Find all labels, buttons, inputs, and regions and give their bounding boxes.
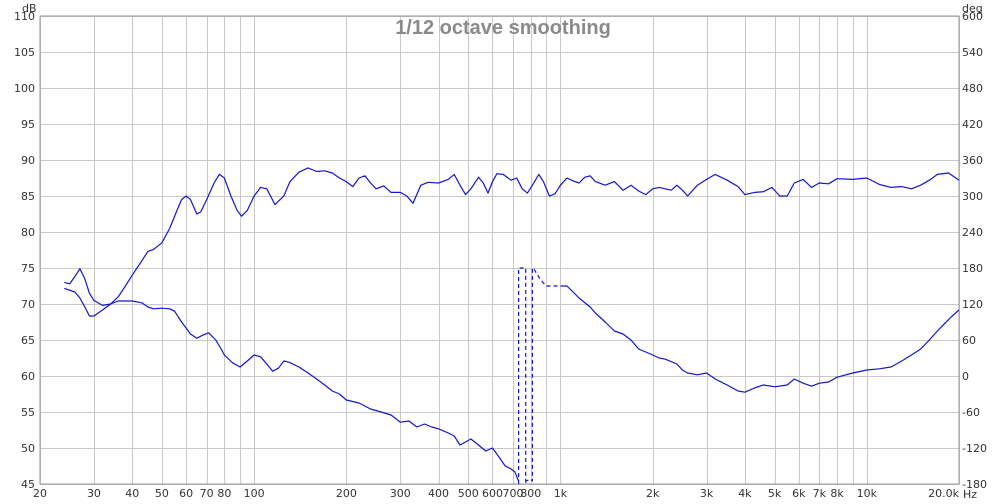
y-right-tick-label-8: 120 (962, 298, 983, 311)
y-right-tick-label-3: 420 (962, 118, 983, 131)
phase-line-3 (560, 285, 959, 393)
x-tick-label-21: 7k (813, 487, 827, 500)
x-tick-label-13: 700 (502, 487, 523, 500)
phase-line-2 (517, 267, 561, 484)
x-tick-label-0: 20 (33, 487, 47, 500)
y-left-tick-label-6: 80 (21, 226, 35, 239)
vertical-grid (40, 16, 960, 484)
plot-border (39, 15, 960, 485)
y-right-tick-label-13: -180 (962, 478, 987, 491)
y-right-tick-label-1: 540 (962, 46, 983, 59)
y-right-tick-label-6: 240 (962, 226, 983, 239)
y-left-tick-label-7: 75 (21, 262, 35, 275)
y-left-tick-label-1: 105 (14, 46, 35, 59)
x-tick-label-18: 4k (738, 487, 752, 500)
y-left-tick-label-12: 50 (21, 442, 35, 455)
y-left-tick-label-0: 110 (14, 10, 35, 23)
x-tick-label-24: 20.0k (928, 487, 959, 500)
x-tick-label-4: 60 (179, 487, 193, 500)
y-left-tick-label-9: 65 (21, 334, 35, 347)
y-right-tick-labels: 600540480420360300240180120600-60-120-18… (962, 10, 987, 491)
chart-title: 1/12 octave smoothing (395, 17, 611, 39)
series-group (64, 167, 959, 484)
y-right-tick-label-7: 180 (962, 262, 983, 275)
x-tick-label-20: 6k (792, 487, 806, 500)
y-left-tick-label-8: 70 (21, 298, 35, 311)
x-tick-label-15: 1k (554, 487, 568, 500)
x-tick-label-12: 600 (482, 487, 503, 500)
plot-background (40, 16, 959, 484)
y-right-tick-label-10: 0 (962, 370, 969, 383)
y-left-tick-label-5: 85 (21, 190, 35, 203)
y-left-tick-labels: 110 105 100 95 90 85 80 75 70 65 60 55 50 45 (14, 10, 35, 491)
x-tick-label-6: 80 (217, 487, 231, 500)
y-right-tick-label-11: -60 (962, 406, 980, 419)
x-tick-label-23: 10k (857, 487, 878, 500)
x-tick-label-16: 2k (646, 487, 660, 500)
x-tick-label-1: 30 (87, 487, 101, 500)
x-tick-label-3: 50 (155, 487, 169, 500)
x-tick-label-9: 300 (390, 487, 411, 500)
y-right-tick-label-12: -120 (962, 442, 987, 455)
x-tick-label-17: 3k (700, 487, 714, 500)
y-left-tick-label-3: 95 (21, 118, 35, 131)
y-left-tick-label-10: 60 (21, 370, 35, 383)
y-right-tick-label-4: 360 (962, 154, 983, 167)
x-tick-label-19: 5k (768, 487, 782, 500)
y-right-tick-label-0: 600 (962, 10, 983, 23)
y-right-tick-label-2: 480 (962, 82, 983, 95)
spl-line-0 (64, 167, 959, 306)
y-left-tick-label-2: 100 (14, 82, 35, 95)
x-tick-label-8: 200 (336, 487, 357, 500)
y-left-tick-label-4: 90 (21, 154, 35, 167)
y-right-tick-label-5: 300 (962, 190, 983, 203)
y-right-axis-label: deg (962, 2, 983, 15)
x-tick-label-11: 500 (458, 487, 479, 500)
y-left-tick-label-13: 45 (21, 478, 35, 491)
x-tick-label-22: 8k (830, 487, 844, 500)
x-tick-label-10: 400 (428, 487, 449, 500)
y-left-axis-label: dB (22, 2, 37, 15)
x-tick-label-5: 70 (200, 487, 214, 500)
y-right-tick-label-9: 60 (962, 334, 976, 347)
y-left-tick-label-11: 55 (21, 406, 35, 419)
x-axis-label: Hz (963, 488, 977, 501)
x-tick-label-14: 800 (520, 487, 541, 500)
phase-line-1 (64, 287, 520, 482)
x-tick-label-2: 40 (125, 487, 139, 500)
x-tick-label-7: 100 (244, 487, 265, 500)
